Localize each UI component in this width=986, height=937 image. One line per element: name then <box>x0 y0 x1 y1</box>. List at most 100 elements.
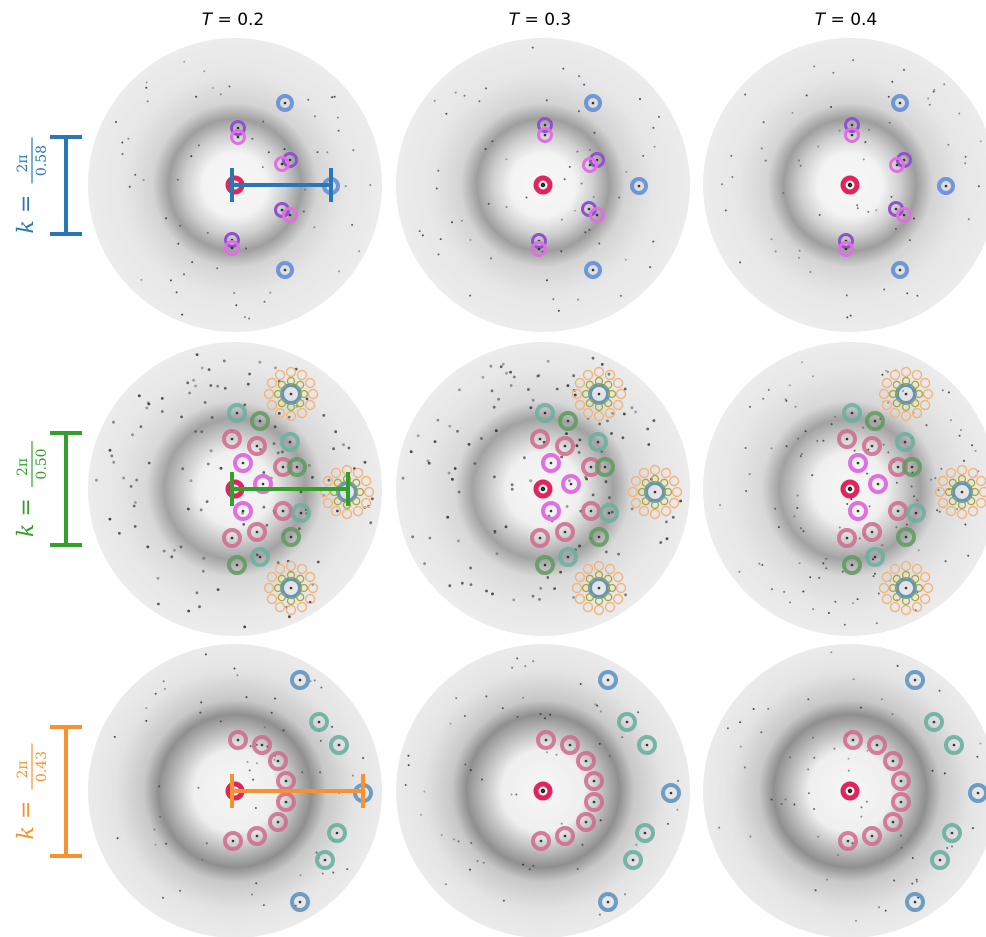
lattice-marker <box>844 127 860 143</box>
lattice-marker <box>865 411 885 431</box>
scalebars-layer <box>230 168 365 808</box>
lattice-marker <box>589 207 605 223</box>
markers-row3-col2 <box>531 670 681 912</box>
lattice-marker <box>531 831 551 851</box>
row-label-denominator: 0.50 <box>34 448 50 479</box>
lattice-marker <box>541 453 561 473</box>
markers-row1-col3 <box>838 94 955 279</box>
lattice-marker <box>581 501 601 521</box>
outer-marker <box>661 783 681 803</box>
outer-marker <box>276 261 294 279</box>
outer-marker <box>637 735 657 755</box>
lattice-marker <box>889 157 905 173</box>
lattice-marker <box>842 555 862 575</box>
outer-marker <box>584 261 602 279</box>
lattice-marker <box>268 751 288 771</box>
lattice-marker <box>895 432 915 452</box>
outer-marker <box>598 670 618 690</box>
lattice-marker <box>282 207 298 223</box>
center-beam-marker <box>840 175 860 195</box>
outer-marker <box>290 892 310 912</box>
lattice-marker <box>555 436 575 456</box>
lattice-marker <box>896 207 912 223</box>
lattice-marker <box>224 232 240 248</box>
lattice-marker <box>291 503 311 523</box>
row-label-numerator: 2π <box>15 458 31 476</box>
lattice-marker <box>595 457 615 477</box>
lattice-marker <box>837 528 857 548</box>
lattice-marker <box>906 503 926 523</box>
lattice-marker <box>227 555 247 575</box>
column-title-t-0.2: T = 0.2 <box>201 10 265 30</box>
lattice-marker <box>230 129 246 145</box>
lattice-marker <box>838 241 854 257</box>
outer-marker <box>617 712 637 732</box>
outer-marker <box>329 735 349 755</box>
center-beam-marker <box>533 175 553 195</box>
lattice-marker <box>576 812 596 832</box>
lattice-marker <box>588 432 608 452</box>
row-label-denominator: 0.58 <box>34 145 50 176</box>
lattice-marker <box>582 157 598 173</box>
lattice-marker <box>535 555 555 575</box>
lattice-marker <box>536 730 556 750</box>
lattice-marker <box>584 771 604 791</box>
lattice-marker <box>233 501 253 521</box>
outer-marker <box>630 177 648 195</box>
lattice-marker <box>584 792 604 812</box>
lattice-marker <box>276 792 296 812</box>
row-labels-layer: k = 2π 0.58k = 2π 0.50k = 2π 0.43 <box>14 135 82 858</box>
svg-text:k =: k = <box>14 498 39 537</box>
lattice-marker <box>891 771 911 791</box>
outer-marker <box>942 823 962 843</box>
lattice-marker <box>555 522 575 542</box>
outer-marker <box>905 892 925 912</box>
outer-marker <box>309 712 329 732</box>
lattice-marker <box>230 120 246 136</box>
lattice-marker <box>883 812 903 832</box>
lattice-marker <box>589 527 609 547</box>
markers-row2-col3 <box>837 366 986 616</box>
lattice-marker <box>531 233 547 249</box>
lattice-marker <box>888 501 908 521</box>
lattice-marker <box>233 453 253 473</box>
outer-marker <box>937 177 955 195</box>
lattice-marker <box>224 240 240 256</box>
center-beam-marker <box>533 781 553 801</box>
row-label-numerator: 2π <box>15 760 31 778</box>
outer-marker <box>944 735 964 755</box>
lattice-marker <box>902 457 922 477</box>
row-label-numerator: 2π <box>15 154 31 172</box>
scale-bar-row1 <box>230 168 333 202</box>
lattice-marker <box>576 751 596 771</box>
lattice-marker <box>250 547 270 567</box>
lattice-marker <box>843 730 863 750</box>
outer-marker <box>891 94 909 112</box>
lattice-marker <box>555 826 575 846</box>
lattice-marker <box>867 735 887 755</box>
outer-marker <box>315 850 335 870</box>
lattice-marker <box>222 528 242 548</box>
svg-text:k =: k = <box>14 195 39 234</box>
outer-marker <box>924 712 944 732</box>
outer-marker <box>930 850 950 870</box>
outer-marker <box>584 94 602 112</box>
lattice-marker <box>837 429 857 449</box>
lattice-marker <box>282 152 298 168</box>
column-title-t-0.3: T = 0.3 <box>508 10 572 30</box>
lattice-marker <box>535 403 555 423</box>
lattice-marker <box>537 127 553 143</box>
lattice-marker <box>280 432 300 452</box>
lattice-marker <box>862 826 882 846</box>
lattice-marker <box>222 429 242 449</box>
row-label-2: k = 2π 0.50 <box>14 431 82 547</box>
outer-marker <box>276 94 294 112</box>
lattice-marker <box>281 527 301 547</box>
lattice-marker <box>868 474 888 494</box>
markers-row2-col1 <box>222 366 375 616</box>
center-beam-marker <box>840 479 860 499</box>
outer-marker <box>968 783 986 803</box>
markers-row2-col2 <box>530 366 683 616</box>
lattice-marker <box>228 730 248 750</box>
lattice-marker <box>558 411 578 431</box>
